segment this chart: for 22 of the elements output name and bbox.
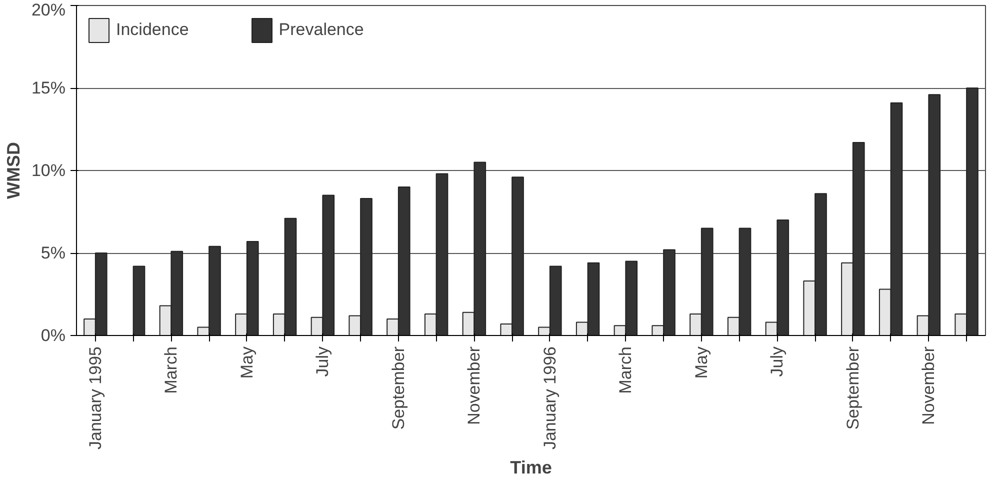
legend-label: Incidence [116,20,189,40]
x-tick-label: March [162,346,181,394]
y-tick-label: 15% [31,78,66,98]
x-tick-label: January 1996 [540,346,560,450]
x-tick-label: May [237,346,256,379]
x-tick-label: November [464,346,484,425]
y-tick-label: 0% [40,326,66,345]
legend-label: Prevalence [278,20,364,40]
bar [132,266,146,336]
x-axis-title: Time [510,458,552,478]
x-tick-label: September [843,346,862,430]
x-tick-label: September [388,346,408,430]
x-tick-label: July [768,346,787,377]
x-tick-label: November [919,346,938,425]
y-tick-label: 5% [40,244,66,262]
x-tick-label: January 1995 [86,346,105,450]
y-tick-label: 10% [31,161,66,180]
x-tick-label: May [692,346,711,379]
x-tick-label: July [313,346,332,377]
x-tick-label: March [616,346,636,394]
y-tick-label: 20% [31,0,66,20]
y-axis-title: WMSD [3,142,24,199]
